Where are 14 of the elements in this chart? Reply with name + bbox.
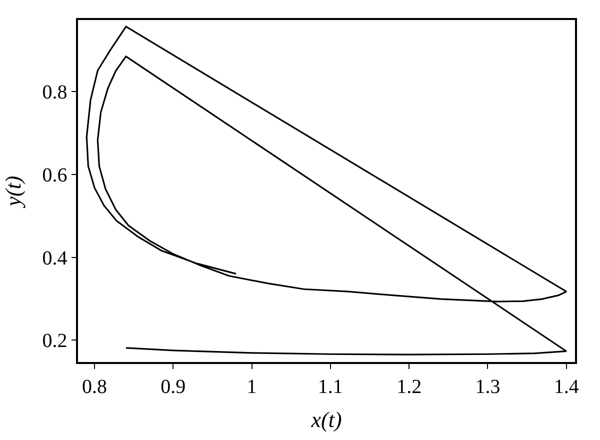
line-series	[86, 26, 568, 356]
x-tick-label: 0.9	[160, 376, 186, 398]
x-tick-label: 1.3	[475, 376, 500, 398]
y-tick-label: 0.8	[42, 82, 68, 104]
x-tick-label: 1	[246, 376, 257, 398]
y-axis-title: y(t)	[0, 176, 26, 208]
y-tick-label: 0.2	[42, 330, 68, 352]
y-tick-label: 0.4	[42, 247, 68, 270]
x-axis-title: x(t)	[310, 407, 342, 432]
x-tick-label: 1.4	[554, 376, 579, 398]
y-tick-label: 0.6	[42, 164, 68, 186]
x-tick-label: 0.8	[82, 376, 108, 398]
x-tick-label: 1.1	[318, 376, 343, 398]
x-tick-label: 1.2	[396, 376, 422, 398]
